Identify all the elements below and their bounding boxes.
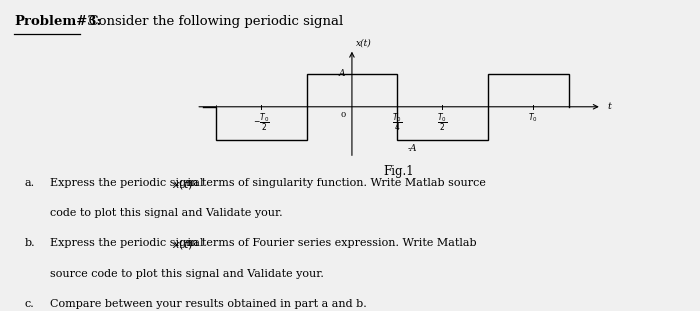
Text: t: t	[607, 102, 611, 111]
Text: x(t): x(t)	[356, 38, 372, 47]
Text: c.: c.	[25, 299, 34, 309]
Text: a.: a.	[25, 178, 34, 188]
Text: Express the periodic signal: Express the periodic signal	[50, 178, 207, 188]
Text: $\dfrac{T_0}{2}$: $\dfrac{T_0}{2}$	[438, 111, 447, 133]
Text: A: A	[338, 69, 344, 78]
Text: Problem#3:: Problem#3:	[14, 15, 101, 28]
Text: -A: -A	[408, 144, 418, 153]
Text: in terms of Fourier series expression. Write Matlab: in terms of Fourier series expression. W…	[184, 239, 477, 248]
Text: $x(t)$: $x(t)$	[172, 178, 193, 191]
Text: code to plot this signal and Validate your.: code to plot this signal and Validate yo…	[50, 208, 283, 218]
Text: source code to plot this signal and Validate your.: source code to plot this signal and Vali…	[50, 269, 324, 279]
Text: Express the periodic signal: Express the periodic signal	[50, 239, 207, 248]
Text: in terms of singularity function. Write Matlab source: in terms of singularity function. Write …	[184, 178, 486, 188]
Text: $\dfrac{T_0}{4}$: $\dfrac{T_0}{4}$	[392, 111, 402, 133]
Text: 0: 0	[340, 111, 345, 119]
Text: $-\dfrac{T_0}{2}$: $-\dfrac{T_0}{2}$	[253, 111, 270, 133]
Text: Consider the following periodic signal: Consider the following periodic signal	[80, 15, 343, 28]
Text: Compare between your results obtained in part a and b.: Compare between your results obtained in…	[50, 299, 367, 309]
Text: Fig.1: Fig.1	[384, 165, 414, 178]
Text: b.: b.	[25, 239, 35, 248]
Text: $x(t)$: $x(t)$	[172, 239, 193, 252]
Text: $T_0$: $T_0$	[528, 111, 538, 123]
